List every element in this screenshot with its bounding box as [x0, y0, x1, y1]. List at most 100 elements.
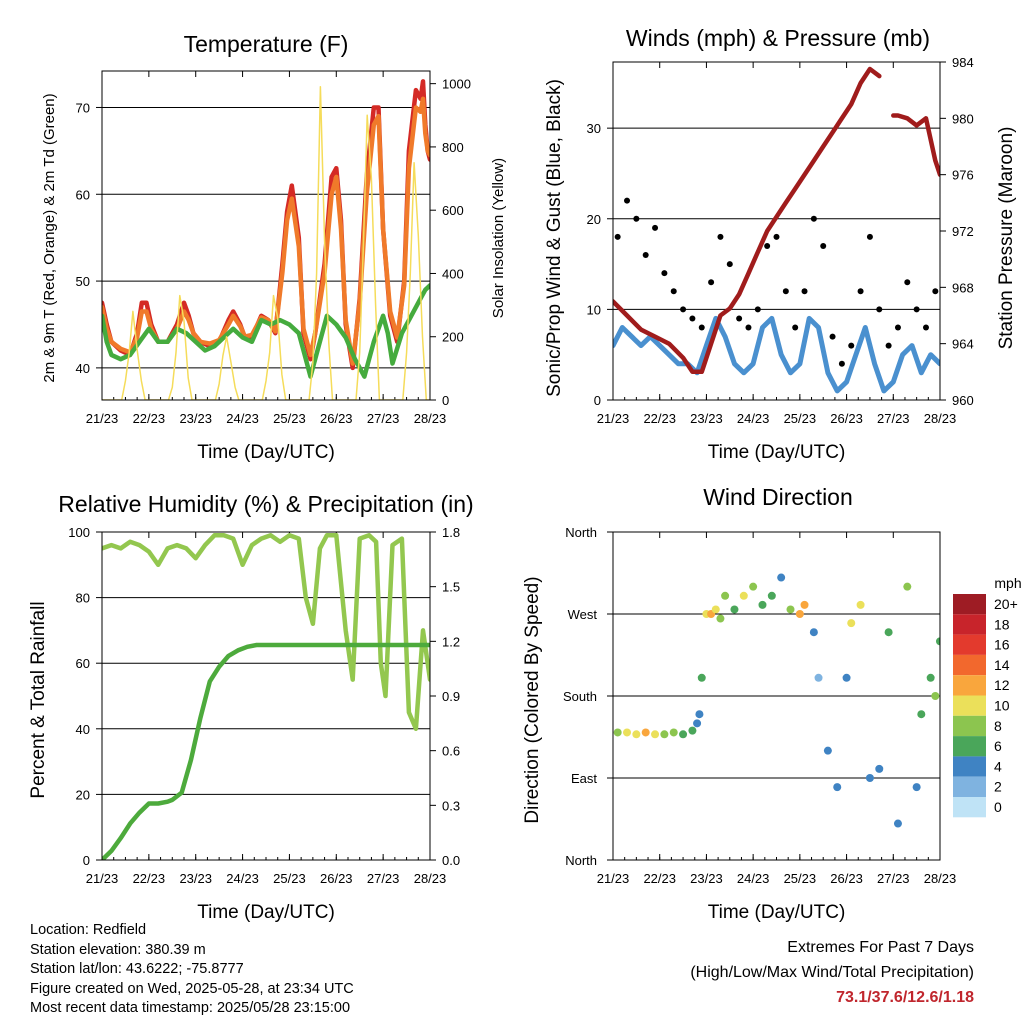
y-tick-label: North [565, 525, 597, 540]
direction-point [679, 730, 688, 739]
y2-tick-label: 972 [952, 224, 974, 239]
direction-point [926, 673, 935, 682]
extremes-box: Extremes For Past 7 Days (High/Low/Max W… [690, 935, 974, 1010]
direction-point [749, 582, 758, 591]
y2-tick-label: 800 [442, 140, 464, 155]
station-info: Location: Redfield Station elevation: 38… [30, 921, 354, 1019]
data-point [829, 333, 836, 340]
x-axis-label: Time (Day/UTC) [708, 442, 846, 463]
y-tick-label: South [563, 689, 597, 704]
x-tick-label: 23/23 [179, 411, 212, 426]
x-tick-label: 28/23 [924, 411, 957, 426]
data-point [624, 197, 631, 204]
data-point [810, 215, 817, 222]
y2-axis-label: Station Pressure (Maroon) [996, 127, 1017, 350]
direction-point [697, 673, 706, 682]
chart-title: Relative Humidity (%) & Precipitation (i… [58, 491, 473, 517]
x-tick-label: 25/23 [784, 411, 817, 426]
x-tick-label: 28/23 [924, 871, 957, 886]
direction-point [730, 605, 739, 614]
direction-point [711, 605, 720, 614]
direction-point [721, 591, 730, 600]
direction-point [739, 591, 748, 600]
direction-point [931, 692, 940, 700]
x-tick-label: 27/23 [367, 871, 400, 886]
direction-point [842, 673, 851, 682]
data-point [932, 288, 939, 295]
data-point [848, 342, 855, 349]
y-tick-label: 20 [587, 212, 601, 227]
plot-area [613, 66, 940, 394]
y2-tick-label: 0 [442, 393, 449, 408]
colorbar-swatch [953, 634, 986, 655]
y-tick-label: 0 [594, 393, 601, 408]
location-text: Location: Redfield [30, 922, 147, 938]
direction-point [693, 719, 702, 728]
y-tick-label: 80 [76, 591, 90, 606]
direction-point [777, 573, 786, 582]
data-point [698, 324, 705, 331]
data-point [661, 270, 668, 277]
y2-tick-label: 980 [952, 111, 974, 126]
chart-panel-2: Winds (mph) & Pressure (mb) 0 10 20 30 960 964… [544, 25, 1017, 463]
direction-point [809, 628, 818, 637]
colorbar-swatch [953, 654, 986, 676]
direction-point [912, 783, 921, 792]
data-point [792, 324, 799, 331]
data-point [633, 215, 640, 222]
x-tick-label: 23/23 [690, 411, 723, 426]
colorbar-label: 20+ [994, 596, 1018, 612]
direction-point [688, 726, 697, 735]
y2-tick-label: 0.6 [442, 744, 460, 759]
direction-point [833, 783, 842, 792]
data-point [736, 315, 743, 322]
colorbar-label: 10 [994, 698, 1010, 714]
direction-point [613, 728, 622, 737]
colorbar-label: 18 [994, 616, 1010, 632]
plot-area [102, 79, 430, 400]
data-point [642, 252, 649, 259]
data-point [745, 324, 752, 331]
x-tick-label: 21/23 [597, 871, 630, 886]
series-line [613, 315, 940, 394]
direction-point [856, 600, 865, 609]
x-tick-label: 22/23 [643, 411, 676, 426]
plot-frame [612, 531, 941, 861]
colorbar-label: 6 [994, 738, 1002, 754]
data-point [708, 279, 715, 286]
colorbar-swatch [953, 695, 986, 716]
y-tick-label: 70 [76, 100, 90, 115]
direction-point [875, 764, 884, 773]
y2-tick-label: 0.3 [442, 798, 460, 813]
data-point [894, 324, 901, 331]
direction-point [865, 774, 874, 782]
extremes-title: Extremes For Past 7 Days [787, 939, 974, 956]
x-axis-label: Time (Day/UTC) [708, 902, 846, 923]
data-point [838, 360, 845, 367]
direction-point [716, 614, 725, 623]
colorbar-swatch [953, 675, 986, 696]
x-tick-label: 22/23 [643, 871, 676, 886]
direction-point [936, 637, 940, 646]
x-tick-label: 23/23 [690, 871, 723, 886]
direction-point [795, 610, 804, 618]
y-tick-label: 100 [68, 525, 90, 540]
y2-tick-label: 960 [952, 393, 974, 408]
y2-tick-label: 1000 [442, 77, 471, 92]
direction-point [660, 730, 669, 739]
extremes-value: 73.1/37.6/12.6/1.18 [836, 989, 974, 1006]
y-tick-label: 60 [76, 656, 90, 671]
direction-point [823, 746, 832, 755]
x-tick-label: 25/23 [273, 871, 306, 886]
data-point [773, 233, 780, 240]
y-tick-label: East [571, 771, 597, 786]
chart-panel-1: Temperature (F) 40 50 60 70 0 200 400 600 800 1000… [41, 31, 507, 463]
data-point [885, 342, 892, 349]
direction-point [786, 605, 795, 614]
y2-tick-label: 600 [442, 203, 464, 218]
created-text: Figure created on Wed, 2025-05-28, at 23… [30, 980, 354, 997]
direction-point [623, 728, 632, 737]
colorbar-label: 2 [994, 779, 1002, 795]
y-axis-label: Sonic/Prop Wind & Gust (Blue, Black) [544, 79, 565, 397]
y2-tick-label: 984 [952, 55, 974, 70]
